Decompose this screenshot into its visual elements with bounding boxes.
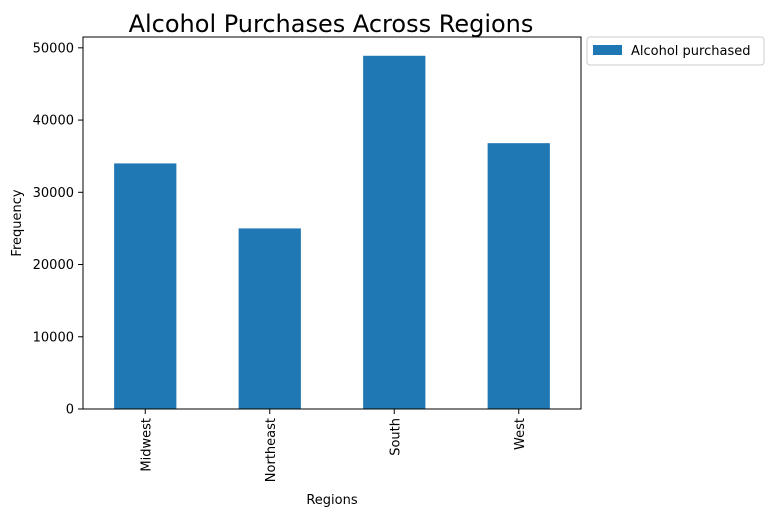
- y-tick-label: 40000: [33, 114, 74, 129]
- x-tick-label: West: [513, 418, 528, 450]
- legend-label: Alcohol purchased: [631, 44, 750, 59]
- x-tick-label: Midwest: [139, 418, 154, 472]
- x-tick-label: Northeast: [264, 418, 279, 482]
- legend: Alcohol purchased: [586, 36, 765, 66]
- legend-frame: [586, 36, 765, 66]
- bar-west: [487, 143, 550, 409]
- y-axis-label: Frequency: [10, 189, 25, 256]
- bar-south: [363, 55, 426, 409]
- y-tick-label: 20000: [33, 258, 74, 273]
- legend-swatch: [593, 45, 622, 55]
- y-tick-label: 10000: [33, 330, 74, 345]
- x-axis-label: Regions: [306, 493, 358, 508]
- bar-midwest: [114, 163, 177, 409]
- plot-frame: [82, 36, 582, 410]
- bars-layer: [114, 55, 550, 409]
- chart-title: Alcohol Purchases Across Regions: [129, 10, 534, 38]
- x-tick-label: South: [388, 418, 403, 456]
- y-tick-label: 0: [66, 403, 74, 418]
- y-tick-label: 50000: [33, 41, 74, 56]
- x-axis-ticks: Midwest Northeast South West: [139, 409, 528, 482]
- y-tick-label: 30000: [33, 186, 74, 201]
- bar-northeast: [238, 228, 301, 409]
- y-axis-ticks: 0 10000 20000 30000 40000 50000: [33, 41, 83, 418]
